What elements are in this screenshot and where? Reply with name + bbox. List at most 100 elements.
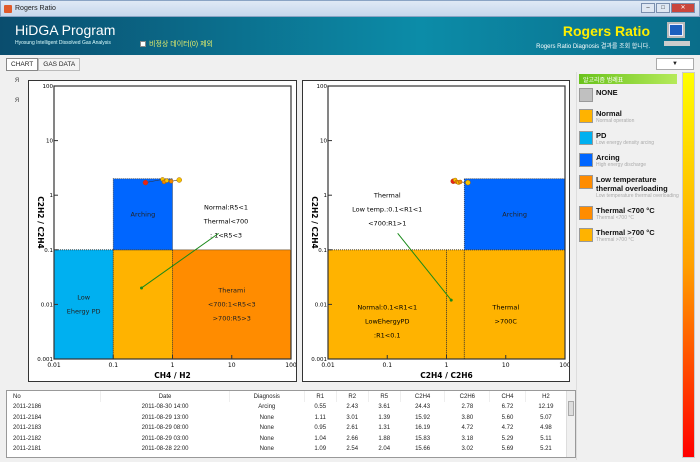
region-label: Arching <box>502 210 527 218</box>
x-tick-label: 1 <box>171 362 175 369</box>
region <box>112 249 173 360</box>
app-header: HiDGA Program Hyosung Intelligent Dissol… <box>0 17 700 55</box>
table-cell: None <box>259 446 274 453</box>
table-row[interactable]: 2011-2183 2011-08-29 08:00 None 0.95 2.61 1.3… <box>7 423 567 434</box>
legend-desc: Low temperature thermal overloading <box>596 193 679 199</box>
table-cell: 2011-08-30 14:00 <box>141 404 189 411</box>
annotation-text: Normal:R5<1 <box>204 204 248 212</box>
table-cell: None <box>259 414 274 421</box>
column-header[interactable]: R1 <box>304 391 337 402</box>
legend-swatch <box>579 131 593 145</box>
column-header[interactable]: C2H4 <box>400 391 446 402</box>
legend-desc: Thermal >700 °C <box>596 237 634 243</box>
x-tick-label: 0.1 <box>382 362 392 369</box>
legend-swatch <box>579 175 593 189</box>
column-header[interactable]: Date <box>100 391 230 402</box>
scrollbar-thumb[interactable] <box>568 401 574 416</box>
table-cell: 4.98 <box>540 425 552 432</box>
legend-label: Thermal <700 °C <box>596 206 655 215</box>
legend-swatch <box>579 153 593 167</box>
y-tick-label: 0.001 <box>37 357 53 363</box>
table-cell: 16.19 <box>415 425 431 432</box>
legend-desc: Low energy density arcing <box>596 140 655 146</box>
table-row[interactable]: 2011-2186 2011-08-30 14:00 Arcing 0.55 2.43 3… <box>7 402 567 413</box>
y-axis-label: C2H2 / C2H4 <box>310 196 319 248</box>
legend-label: PD <box>596 131 607 140</box>
table-scrollbar[interactable] <box>566 391 575 457</box>
region-label: Therami <box>217 286 245 294</box>
column-header[interactable]: C2H6 <box>444 391 491 402</box>
data-point <box>176 177 182 183</box>
column-header[interactable]: No <box>7 391 102 402</box>
table-cell: 2.78 <box>461 404 474 411</box>
y-tick-label: 1 <box>324 193 328 199</box>
app-icon <box>4 5 12 13</box>
column-header[interactable]: CH4 <box>489 391 526 402</box>
title-bar: Rogers Ratio – □ ✕ <box>0 0 700 17</box>
table-cell: 2011-2186 <box>13 404 42 411</box>
annotation-text: Thermal <box>373 192 401 200</box>
tab-chart[interactable]: CHART <box>6 58 39 71</box>
table-cell: 2011-08-28 22:00 <box>141 446 189 453</box>
column-header[interactable]: R2 <box>336 391 369 402</box>
region-label: <700:1<R5<3 <box>208 300 256 308</box>
legend-item: PD Low energy density arcing <box>579 131 679 146</box>
tab-gas-data[interactable]: GAS DATA <box>38 58 81 71</box>
x-tick-label: 100 <box>285 362 296 369</box>
legend-label: Thermal >700 °C <box>596 228 655 237</box>
table-cell: 3.61 <box>378 404 391 411</box>
data-point <box>168 179 174 184</box>
table-cell: None <box>259 425 274 432</box>
column-header[interactable]: R5 <box>368 391 401 402</box>
y-tick-label: 0.001 <box>311 357 327 363</box>
region <box>53 249 114 360</box>
legend-label: Low temperature thermal overloading <box>596 175 668 193</box>
y-tick-label: 100 <box>43 84 54 90</box>
annotation-arrow <box>141 232 219 289</box>
column-header[interactable]: H2 <box>525 391 568 402</box>
region <box>172 249 292 360</box>
table-row[interactable]: 2011-2182 2011-08-29 03:00 None 1.04 2.66 1.8… <box>7 434 567 445</box>
table-cell: 2.66 <box>346 435 359 442</box>
x-tick-label: 0.01 <box>47 362 61 369</box>
exclude-abnormal-checkbox[interactable]: 비정상 데이터(0) 제외 <box>140 39 213 49</box>
legend-item: Normal Normal operation <box>579 109 679 124</box>
data-point <box>457 179 463 185</box>
rogers-chart-c2h4-c2h6: Arching Normal:0.1<R1<1 LowEhergyPD:R1<0.1… <box>302 80 571 382</box>
maximize-button[interactable]: □ <box>656 3 670 13</box>
table-row[interactable]: 2011-2181 2011-08-28 22:00 None 1.09 2.54 2.0… <box>7 444 567 455</box>
column-header[interactable]: Diagnosis <box>229 391 305 402</box>
y-tick-label: 0.01 <box>315 302 327 308</box>
y-tick-label: 10 <box>46 139 53 145</box>
table-cell: 4.72 <box>501 425 514 432</box>
legend-item: Thermal <700 °C Thermal <700 °C <box>579 206 679 221</box>
region-label: LowEhergyPD <box>365 318 409 326</box>
table-cell: 24.43 <box>415 404 431 411</box>
x-tick-label: 10 <box>502 362 510 369</box>
table-row[interactable]: 2011-2184 2011-08-29 13:00 None 1.11 3.01 1.3… <box>7 413 567 424</box>
close-button[interactable]: ✕ <box>671 3 695 13</box>
legend-item: NONE <box>579 88 679 102</box>
table-cell: Arcing <box>258 404 276 411</box>
data-point <box>142 179 149 186</box>
legend-header: 알고리즘 범례표 <box>579 74 677 84</box>
legend-label: Arcing <box>596 153 620 162</box>
chart-reset-icon[interactable]: ᴙ <box>14 95 20 104</box>
x-tick-label: 0.1 <box>108 362 118 369</box>
x-axis-label: C2H4 / C2H6 <box>420 371 472 380</box>
legend-panel: 알고리즘 범례표 NONE Normal Normal operation PD Low… <box>576 72 679 460</box>
legend-swatch <box>579 206 593 220</box>
y-tick-label: 0.1 <box>44 248 53 254</box>
table-cell: 2011-08-29 13:00 <box>141 414 189 421</box>
annotation-text: : 1<R5<3 <box>210 232 242 240</box>
trend-line <box>145 179 163 183</box>
checkbox-box[interactable] <box>140 41 146 48</box>
table-cell: 6.72 <box>501 404 514 411</box>
table-cell: 2011-08-29 08:00 <box>141 425 189 432</box>
legend-desc: Thermal <700 °C <box>596 215 634 221</box>
page-title: Rogers Ratio <box>562 23 650 39</box>
options-dropdown[interactable]: ▼ <box>656 58 694 70</box>
chart-zoom-icon[interactable]: ᴙ <box>14 75 20 84</box>
minimize-button[interactable]: – <box>641 3 655 13</box>
table-cell: 2011-2181 <box>13 446 42 453</box>
